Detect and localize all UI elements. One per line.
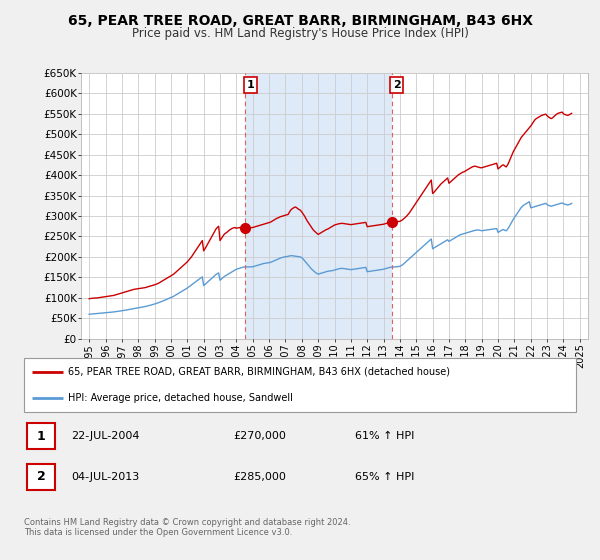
Text: HPI: Average price, detached house, Sandwell: HPI: Average price, detached house, Sand… (68, 393, 293, 403)
Text: 04-JUL-2013: 04-JUL-2013 (71, 472, 139, 482)
Text: 2: 2 (393, 80, 401, 90)
Text: 65% ↑ HPI: 65% ↑ HPI (355, 472, 415, 482)
Text: 1: 1 (247, 80, 254, 90)
Bar (245, 73, 392, 339)
Text: Contains HM Land Registry data © Crown copyright and database right 2024.
This d: Contains HM Land Registry data © Crown c… (24, 518, 350, 538)
Text: 2: 2 (37, 470, 46, 483)
Text: 65, PEAR TREE ROAD, GREAT BARR, BIRMINGHAM, B43 6HX: 65, PEAR TREE ROAD, GREAT BARR, BIRMINGH… (67, 14, 533, 28)
Text: 61% ↑ HPI: 61% ↑ HPI (355, 431, 415, 441)
Text: £285,000: £285,000 (234, 472, 287, 482)
FancyBboxPatch shape (27, 423, 55, 449)
Text: 22-JUL-2004: 22-JUL-2004 (71, 431, 139, 441)
FancyBboxPatch shape (27, 464, 55, 489)
Text: 65, PEAR TREE ROAD, GREAT BARR, BIRMINGHAM, B43 6HX (detached house): 65, PEAR TREE ROAD, GREAT BARR, BIRMINGH… (68, 367, 450, 377)
Text: Price paid vs. HM Land Registry's House Price Index (HPI): Price paid vs. HM Land Registry's House … (131, 27, 469, 40)
Text: £270,000: £270,000 (234, 431, 287, 441)
Text: 1: 1 (37, 430, 46, 443)
FancyBboxPatch shape (24, 358, 576, 412)
